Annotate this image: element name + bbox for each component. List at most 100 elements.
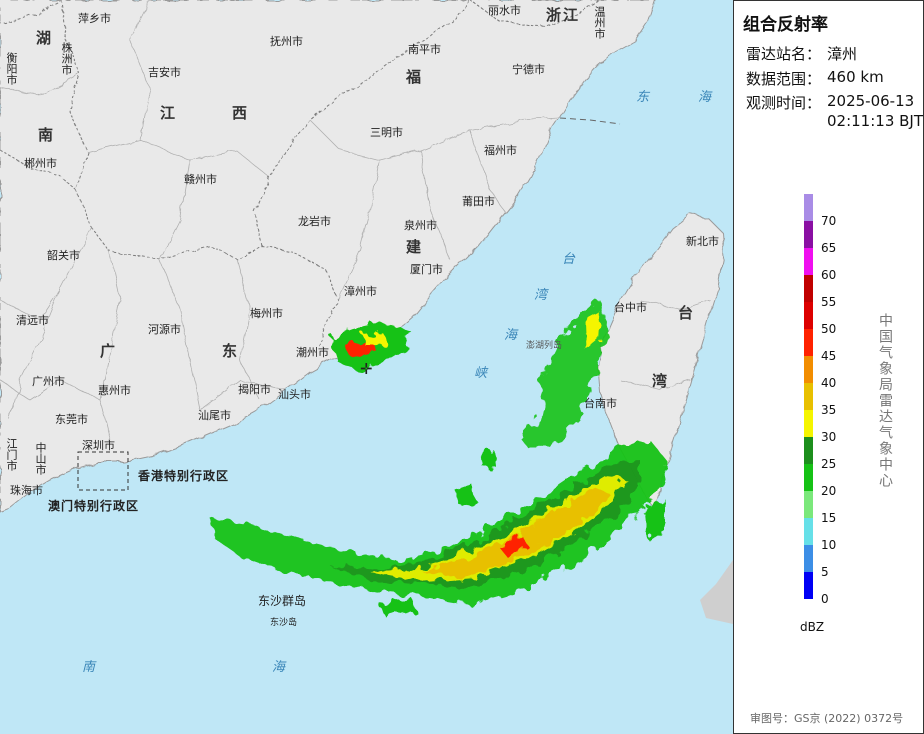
mainland-land bbox=[0, 0, 656, 513]
legend-label: 70 bbox=[821, 214, 837, 228]
city-label: 台中市 bbox=[614, 301, 647, 314]
legend-swatch bbox=[804, 518, 813, 545]
taiwan-land bbox=[597, 213, 725, 510]
sea-label: 海 bbox=[698, 90, 712, 105]
city-label: 温州市 bbox=[593, 6, 606, 39]
color-legend bbox=[804, 194, 813, 601]
legend-label: 50 bbox=[821, 322, 837, 336]
city-label: 厦门市 bbox=[410, 263, 443, 276]
province-label: 湾 bbox=[652, 372, 670, 390]
station-value: 漳州 bbox=[827, 45, 858, 63]
legend-unit: dBZ bbox=[800, 620, 825, 634]
legend-label: 45 bbox=[821, 349, 837, 363]
legend-label: 30 bbox=[821, 430, 837, 444]
city-label: 梅州市 bbox=[250, 307, 283, 320]
legend-swatch bbox=[804, 248, 813, 275]
echo-scatter-1 bbox=[455, 484, 476, 506]
city-label: 东莞市 bbox=[55, 413, 88, 426]
echo-main-band-outer bbox=[210, 440, 668, 604]
city-label: 福州市 bbox=[484, 144, 517, 157]
city-label: 丽水市 bbox=[488, 4, 521, 17]
city-label: 株洲市 bbox=[60, 42, 73, 75]
city-label: 清远市 bbox=[16, 314, 49, 327]
echo-scatter-3 bbox=[482, 450, 496, 468]
city-label: 郴州市 bbox=[24, 157, 57, 170]
range-label: 数据范围： bbox=[746, 70, 822, 88]
province-label: 建 bbox=[406, 238, 424, 256]
map-approval-number: 审图号：GS京 (2022) 0372号 bbox=[750, 712, 904, 725]
time-date: 2025-06-13 bbox=[827, 92, 915, 110]
legend-swatch bbox=[804, 275, 813, 302]
legend-label: 20 bbox=[821, 484, 837, 498]
city-label: 台南市 bbox=[584, 397, 617, 410]
legend-swatch bbox=[804, 572, 813, 599]
sea-label: 南 bbox=[82, 660, 96, 675]
island-label: 东沙群岛 bbox=[258, 594, 307, 608]
legend-swatch bbox=[804, 194, 813, 221]
city-label: 南平市 bbox=[408, 43, 441, 56]
legend-swatch bbox=[804, 464, 813, 491]
echo-scatter-2 bbox=[380, 598, 416, 616]
city-label: 抚州市 bbox=[270, 35, 303, 48]
province-label: 福 bbox=[406, 68, 424, 86]
echo-zhangzhou-yellow bbox=[362, 332, 388, 346]
city-label: 萍乡市 bbox=[78, 12, 111, 25]
city-label: 汕尾市 bbox=[198, 409, 231, 422]
city-label: 新北市 bbox=[686, 235, 719, 248]
city-label: 揭阳市 bbox=[238, 383, 271, 396]
province-label: 湖 bbox=[36, 29, 54, 47]
city-label: 吉安市 bbox=[148, 66, 181, 79]
city-label: 潮州市 bbox=[296, 346, 329, 359]
legend-label: 0 bbox=[821, 592, 829, 606]
legend-label: 40 bbox=[821, 376, 837, 390]
sea-label: 海 bbox=[504, 328, 518, 343]
time-label: 观测时间： bbox=[746, 94, 822, 112]
legend-label: 55 bbox=[821, 295, 837, 309]
legend-label: 35 bbox=[821, 403, 837, 417]
region-label-macau: 澳门特别行政区 bbox=[48, 499, 140, 513]
radar-station-marker-icon: ✛ bbox=[360, 360, 373, 378]
sea-label: 海 bbox=[272, 660, 286, 675]
city-label: 衡阳市 bbox=[5, 52, 18, 85]
city-label: 珠海市 bbox=[10, 484, 43, 497]
sea-label: 台 bbox=[562, 252, 576, 267]
legend-swatch bbox=[804, 437, 813, 464]
legend-swatch bbox=[804, 383, 813, 410]
philippine-land bbox=[700, 560, 733, 624]
radar-map[interactable]: 湖 南 江 西 福 建 广 东 浙江 台 湾 萍乡市 丽水市 温州市 株洲市 抚… bbox=[0, 0, 733, 734]
time-clock: 02:11:13 BJT bbox=[827, 112, 924, 130]
city-label: 惠州市 bbox=[98, 384, 131, 397]
legend-label: 65 bbox=[821, 241, 837, 255]
city-label: 中山市 bbox=[34, 442, 47, 475]
city-label: 韶关市 bbox=[47, 249, 80, 262]
city-label: 赣州市 bbox=[184, 173, 217, 186]
city-label: 江门市 bbox=[5, 438, 18, 471]
city-label: 莆田市 bbox=[462, 195, 495, 208]
station-label: 雷达站名： bbox=[746, 45, 822, 63]
legend-swatch bbox=[804, 302, 813, 329]
sea-label: 东 bbox=[636, 90, 650, 105]
legend-swatch bbox=[804, 356, 813, 383]
city-label: 三明市 bbox=[370, 126, 403, 139]
county-boundaries bbox=[0, 0, 711, 441]
sea-label: 峡 bbox=[474, 366, 488, 381]
sea-label: 湾 bbox=[534, 288, 548, 303]
island-label: 澎湖列岛 bbox=[526, 341, 563, 351]
echo-core-red bbox=[500, 534, 526, 558]
legend-swatch bbox=[804, 221, 813, 248]
city-label: 河源市 bbox=[148, 323, 181, 336]
province-label: 广 bbox=[100, 342, 118, 360]
range-value: 460 km bbox=[827, 68, 884, 86]
city-label: 龙岩市 bbox=[298, 215, 331, 228]
island-label: 东沙岛 bbox=[270, 618, 298, 628]
city-label: 漳州市 bbox=[344, 285, 377, 298]
city-label: 广州市 bbox=[32, 375, 65, 388]
province-label: 东 bbox=[222, 342, 240, 360]
province-label: 浙江 bbox=[546, 6, 581, 24]
legend-label: 5 bbox=[821, 565, 829, 579]
province-label: 南 bbox=[38, 126, 56, 144]
legend-swatch bbox=[804, 545, 813, 572]
legend-label: 10 bbox=[821, 538, 837, 552]
legend-label: 60 bbox=[821, 268, 837, 282]
